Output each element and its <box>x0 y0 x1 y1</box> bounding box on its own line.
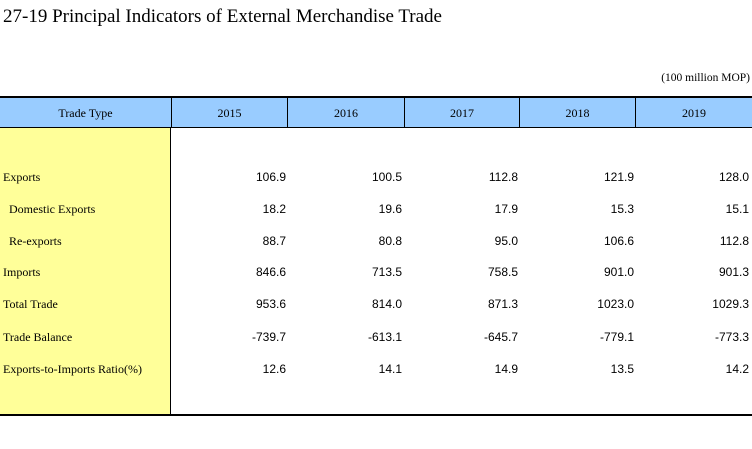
cell-2015: 953.6 <box>255 297 286 311</box>
cell-2017: 871.3 <box>487 297 518 311</box>
header-year-2016: 2016 <box>287 98 404 128</box>
cell-2019: 1029.3 <box>712 297 749 311</box>
row-label: Exports-to-Imports Ratio(%) <box>3 362 142 376</box>
cell-2018: -779.1 <box>599 330 634 344</box>
cell-2019: 128.0 <box>718 170 749 184</box>
header-year-2015: 2015 <box>171 98 287 128</box>
table-row: Exports-to-Imports Ratio(%) 12.6 14.1 14… <box>0 359 752 379</box>
row-label: Exports <box>3 170 41 184</box>
table-row: Trade Balance -739.7 -613.1 -645.7 -779.… <box>0 327 752 347</box>
header-trade-type: Trade Type <box>58 106 113 120</box>
cell-2015: 88.7 <box>262 234 286 248</box>
label-column <box>0 128 171 414</box>
table-row: Domestic Exports 18.2 19.6 17.9 15.3 15.… <box>0 199 752 219</box>
cell-2018: 1023.0 <box>597 297 634 311</box>
table-bottom-rule <box>0 414 752 416</box>
table-row: Exports 106.9 100.5 112.8 121.9 128.0 <box>0 167 752 187</box>
cell-2017: 17.9 <box>494 202 518 216</box>
cell-2016: 14.1 <box>378 362 402 376</box>
cell-2017: 112.8 <box>488 170 518 184</box>
cell-2019: 15.1 <box>725 202 749 216</box>
cell-2017: 95.0 <box>494 234 518 248</box>
cell-2019: 112.8 <box>719 234 749 248</box>
cell-2018: 121.9 <box>603 170 634 184</box>
cell-2019: -773.3 <box>714 330 749 344</box>
cell-2015: 18.2 <box>262 202 286 216</box>
table-row: Total Trade 953.6 814.0 871.3 1023.0 102… <box>0 294 752 314</box>
cell-2015: 12.6 <box>262 362 286 376</box>
page-title: 27-19 Principal Indicators of External M… <box>3 6 442 27</box>
cell-2018: 15.3 <box>610 202 634 216</box>
cell-2015: 846.6 <box>255 265 286 279</box>
row-label: Total Trade <box>3 297 58 311</box>
cell-2016: 100.5 <box>371 170 402 184</box>
table-header: Trade Type 2015 2016 2017 2018 2019 <box>0 96 752 128</box>
table-row: Re-exports 88.7 80.8 95.0 106.6 112.8 <box>0 231 752 251</box>
cell-2017: 758.5 <box>487 265 518 279</box>
cell-2018: 106.6 <box>603 234 634 248</box>
table-row: Imports 846.6 713.5 758.5 901.0 901.3 <box>0 262 752 282</box>
header-year-2018: 2018 <box>519 98 635 128</box>
cell-2018: 901.0 <box>603 265 634 279</box>
cell-2016: 814.0 <box>371 297 402 311</box>
cell-2017: 14.9 <box>494 362 518 376</box>
row-label: Imports <box>3 265 41 279</box>
row-label: Domestic Exports <box>9 202 96 216</box>
cell-2016: 80.8 <box>378 234 402 248</box>
unit-note: (100 million MOP) <box>661 72 750 84</box>
cell-2016: 713.5 <box>371 265 402 279</box>
cell-2017: -645.7 <box>483 330 518 344</box>
cell-2015: -739.7 <box>251 330 286 344</box>
cell-2018: 13.5 <box>610 362 634 376</box>
header-year-2019: 2019 <box>635 98 752 128</box>
cell-2016: -613.1 <box>367 330 402 344</box>
row-label: Trade Balance <box>3 330 73 344</box>
cell-2019: 901.3 <box>718 265 749 279</box>
cell-2016: 19.6 <box>378 202 402 216</box>
row-label: Re-exports <box>9 234 62 248</box>
cell-2015: 106.9 <box>255 170 286 184</box>
header-year-2017: 2017 <box>404 98 519 128</box>
cell-2019: 14.2 <box>725 362 749 376</box>
